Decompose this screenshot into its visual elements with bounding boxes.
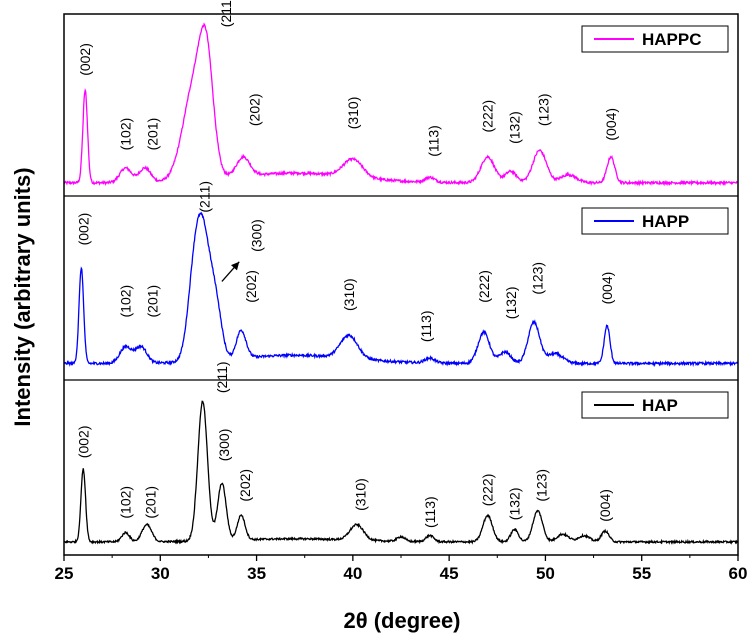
arrow-head xyxy=(231,261,240,271)
series-happ-line xyxy=(63,211,739,368)
peak-label-happc: (132) xyxy=(507,111,523,144)
peak-label-happc: (201) xyxy=(145,118,161,151)
peak-label-happ: (004) xyxy=(599,272,615,305)
peak-label-happc: (310) xyxy=(345,97,361,130)
peak-label-hap: (102) xyxy=(118,486,134,519)
peak-label-hap: (002) xyxy=(75,426,91,459)
x-tick-label: 45 xyxy=(440,564,459,583)
x-tick-label: 40 xyxy=(343,564,362,583)
peak-label-hap: (004) xyxy=(597,489,613,522)
peak-label-happ: (201) xyxy=(145,285,161,318)
legend-label-happc: HAPPC xyxy=(642,30,702,49)
series-hap-line xyxy=(63,400,739,545)
peak-label-hap: (211) xyxy=(214,361,230,393)
peak-label-happc: (002) xyxy=(77,43,93,76)
peak-label-happ: (202) xyxy=(243,270,259,303)
x-tick-label: 50 xyxy=(536,564,555,583)
peak-label-happ: (123) xyxy=(530,262,546,295)
x-tick-label: 30 xyxy=(151,564,170,583)
series-happc-line xyxy=(63,22,738,187)
y-axis-label: Intensity (arbitrary units) xyxy=(10,167,35,426)
peak-label-happc: (004) xyxy=(603,108,619,141)
peak-label-happc: (222) xyxy=(480,100,496,133)
peak-label-happ: (113) xyxy=(418,310,434,342)
peak-label-hap: (202) xyxy=(237,469,253,502)
legend-label-hap: HAP xyxy=(642,396,678,415)
x-tick-label: 35 xyxy=(247,564,266,583)
peak-label-hap: (310) xyxy=(353,478,369,511)
peak-label-hap: (300) xyxy=(216,429,232,462)
plot-frame xyxy=(63,13,739,556)
peak-label-happ: (002) xyxy=(75,213,91,246)
peak-label-hap: (113) xyxy=(422,496,438,528)
peak-label-hap: (123) xyxy=(534,469,550,502)
peak-label-happ: (211) xyxy=(197,181,213,213)
peak-label-hap: (132) xyxy=(507,488,523,521)
plot-area: (002) (102) (201) (211) (202) (310) (113) (222)… xyxy=(55,0,748,583)
peak-label-happ: (222) xyxy=(476,270,492,303)
x-tick-label: 25 xyxy=(55,564,74,583)
peak-label-happc: (123) xyxy=(536,93,552,126)
peak-label-hap: (201) xyxy=(143,486,159,519)
legend-label-happ: HAPP xyxy=(642,212,689,231)
peak-label-happ: (132) xyxy=(503,287,519,320)
peak-label-happc: (202) xyxy=(247,93,263,126)
peak-label-happc: (113) xyxy=(426,125,442,157)
peak-label-happ: (300) xyxy=(249,219,265,252)
peak-label-hap: (222) xyxy=(480,474,496,507)
x-tick-label: 55 xyxy=(632,564,651,583)
x-axis-label: 2θ (degree) xyxy=(343,608,460,633)
x-tick-label: 60 xyxy=(729,564,748,583)
peak-label-happ: (310) xyxy=(341,278,357,311)
peak-label-happc: (102) xyxy=(118,118,134,151)
peak-label-happ: (102) xyxy=(118,285,134,318)
